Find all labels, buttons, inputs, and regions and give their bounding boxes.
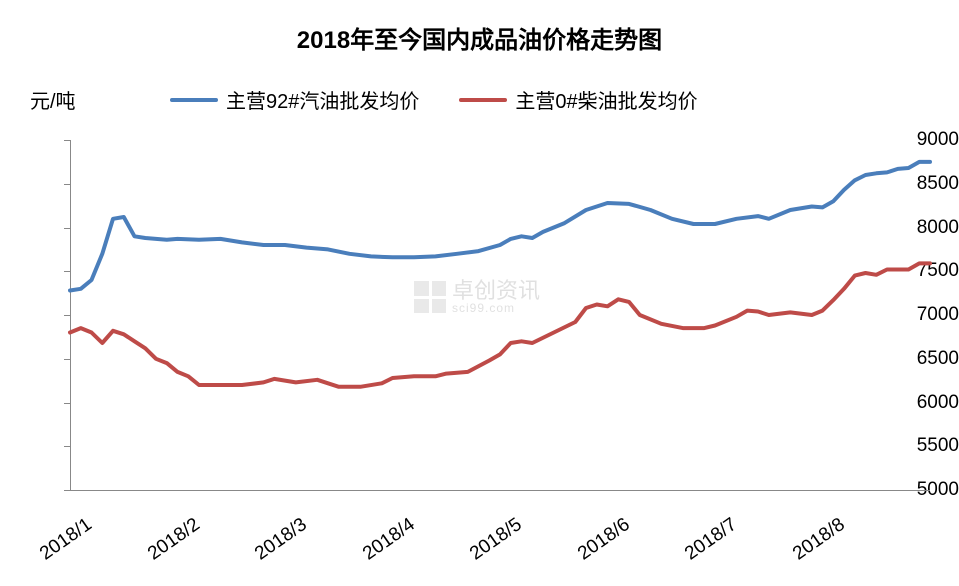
series-line — [70, 263, 930, 386]
oil-price-chart: 2018年至今国内成品油价格走势图 元/吨 主营92#汽油批发均价 主营0#柴油… — [0, 0, 959, 586]
plot-area — [0, 0, 959, 586]
series-line — [70, 162, 930, 291]
